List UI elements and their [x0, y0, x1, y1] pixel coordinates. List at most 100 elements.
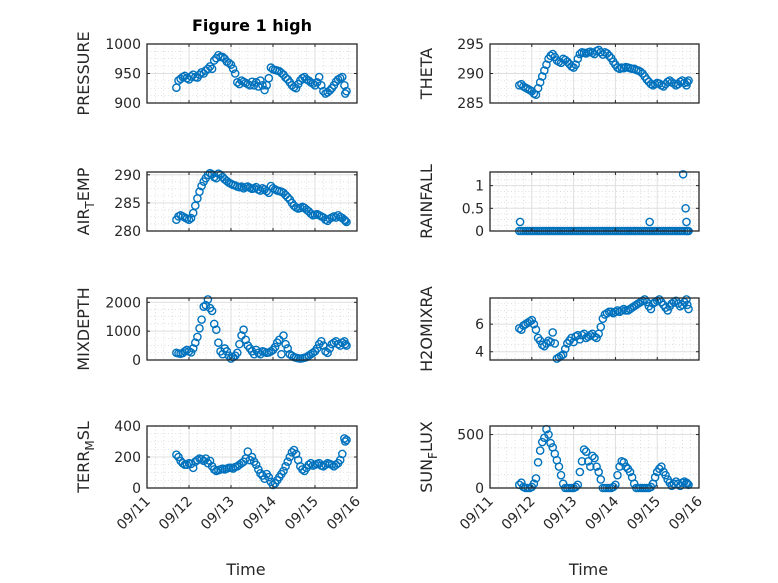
data-point [531, 474, 541, 483]
data-point [281, 461, 290, 471]
data-point [237, 182, 246, 191]
data-point [256, 468, 265, 478]
data-point [581, 447, 591, 456]
data-point [258, 81, 267, 90]
data-series [172, 50, 351, 98]
data-point [224, 58, 234, 68]
data-point [277, 68, 286, 78]
y-tick-label: 200 [114, 450, 141, 466]
data-point [193, 332, 202, 342]
data-point [337, 72, 347, 82]
data-point [609, 482, 618, 492]
data-point [682, 479, 692, 489]
data-point [588, 451, 597, 461]
subplot-pressure: 900 950 1000 PRESSURE [74, 31, 358, 116]
y-axis-label-part: TERR [74, 451, 93, 494]
data-point [209, 465, 219, 474]
axes-box [489, 297, 700, 361]
y-tick-label: 4 [475, 345, 484, 361]
y-axis-label-part: THETA [417, 48, 436, 100]
y-axis-label: RAINFALL [417, 164, 436, 239]
data-point [195, 323, 204, 333]
data-point [517, 325, 526, 334]
data-point [517, 478, 526, 487]
data-point [214, 338, 223, 347]
y-tick-label: 0 [475, 481, 484, 497]
data-point [314, 72, 324, 82]
data-point [602, 49, 612, 58]
y-axis-label-part: SL [74, 421, 93, 440]
y-axis-label-subscript: F [426, 452, 440, 459]
data-point [264, 472, 274, 482]
data-point [592, 333, 601, 343]
y-axis-label: AIRTEMP [74, 167, 97, 235]
data-point [575, 49, 585, 59]
data-point [304, 460, 314, 470]
data-point [279, 466, 288, 476]
data-point [645, 217, 654, 227]
data-point [287, 448, 297, 457]
y-axis-label: MIXDEPTH [74, 287, 93, 370]
y-tick-label: 0 [132, 481, 141, 497]
y-axis-label-part: RAINFALL [417, 164, 436, 239]
data-point [197, 315, 206, 324]
data-point [279, 331, 288, 340]
axes-box [489, 171, 700, 232]
data-point [323, 348, 332, 358]
data-point [684, 76, 693, 85]
data-point [598, 50, 608, 59]
data-point [337, 449, 347, 459]
data-point [241, 335, 250, 345]
data-point [190, 338, 200, 347]
data-point [342, 86, 351, 96]
data-point [197, 181, 206, 191]
data-point [546, 51, 555, 61]
data-point [596, 47, 606, 57]
data-point [340, 216, 350, 226]
y-axis-label-part: AIR [74, 209, 93, 236]
data-point [239, 325, 248, 335]
data-point [650, 473, 660, 482]
y-axis-label: H2OMIXRA [417, 286, 436, 372]
axes-box [489, 425, 700, 489]
data-point [256, 76, 265, 85]
data-point [228, 64, 238, 74]
data-point [260, 85, 269, 95]
data-point [613, 470, 622, 480]
data-point [546, 438, 555, 448]
data-point [180, 347, 190, 356]
data-point [193, 455, 202, 465]
data-point [646, 304, 656, 314]
data-point [230, 69, 240, 78]
data-point [573, 330, 583, 340]
y-tick-label: 0.5 [462, 201, 484, 217]
figure-title: Figure 1 high [192, 16, 312, 35]
data-point [596, 322, 606, 332]
data-point [613, 306, 622, 315]
data-point [515, 217, 525, 227]
data-point [228, 464, 238, 473]
y-tick-label: 1 [475, 179, 484, 195]
data-point [621, 462, 631, 471]
data-point [218, 52, 227, 62]
data-point [195, 187, 204, 196]
data-point [535, 446, 545, 455]
data-point [291, 83, 301, 93]
y-tick-label: 280 [114, 224, 141, 240]
y-axis-label: TERRMSL [74, 421, 97, 494]
data-point [661, 470, 670, 480]
data-point [592, 462, 601, 471]
data-point [682, 300, 692, 310]
data-point [573, 54, 583, 64]
y-tick-label: 1000 [105, 324, 141, 340]
y-axis-label-part: MIXDEPTH [74, 287, 93, 370]
data-series [514, 45, 693, 100]
data-point [590, 453, 599, 463]
data-point [226, 60, 236, 69]
data-point [652, 296, 662, 306]
data-point [663, 306, 672, 315]
data-point [211, 325, 221, 335]
y-tick-label: 950 [114, 67, 141, 83]
data-point [203, 295, 213, 304]
data-point [677, 76, 687, 85]
